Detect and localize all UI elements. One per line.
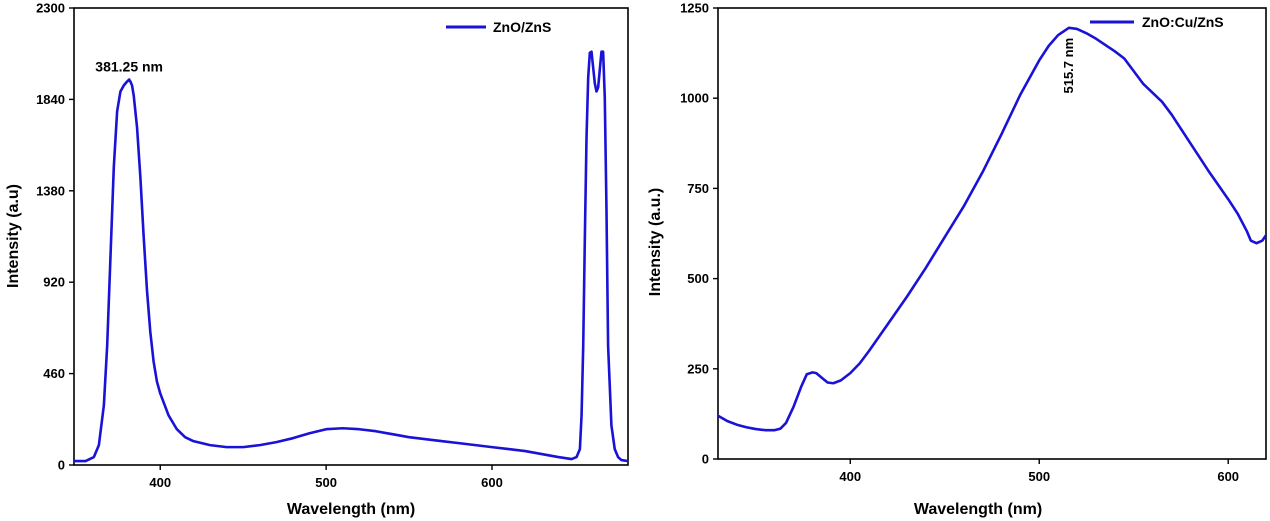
y-tick-label: 1380 <box>36 183 65 198</box>
y-axis-title: Intensity (a.u) <box>5 184 22 288</box>
x-tick-label: 500 <box>315 475 337 490</box>
y-axis-title: Intensity (a.u.) <box>647 188 664 296</box>
x-axis-title: Wavelength (nm) <box>287 501 415 518</box>
y-tick-label: 0 <box>702 452 709 467</box>
plot-frame <box>717 7 1267 460</box>
y-tick-label: 460 <box>43 366 65 381</box>
y-tick-label: 1250 <box>680 1 709 16</box>
legend-label: ZnO:Cu/ZnS <box>1142 14 1224 30</box>
x-tick-label: 600 <box>481 475 503 490</box>
series-line <box>74 50 628 463</box>
legend: ZnO:Cu/ZnS <box>1090 14 1224 30</box>
legend-label: ZnO/ZnS <box>493 19 551 35</box>
x-tick-label: 500 <box>1028 469 1050 484</box>
x-tick-label: 400 <box>839 469 861 484</box>
series-line <box>718 26 1266 432</box>
y-tick-label: 0 <box>58 458 65 473</box>
peak-annotation: 381.25 nm <box>95 59 163 75</box>
y-tick-label: 500 <box>687 271 709 286</box>
legend: ZnO/ZnS <box>446 19 551 35</box>
peak-annotation: 515.7 nm <box>1061 38 1076 94</box>
y-tick-label: 750 <box>687 181 709 196</box>
right-chart-panel: 0 250 500 750 1000 1250 400 500 600 Wavelength (n… <box>647 1 1267 518</box>
x-axis-title: Wavelength (nm) <box>914 501 1042 518</box>
y-tick-label: 2300 <box>36 1 65 16</box>
x-tick-label: 600 <box>1217 469 1239 484</box>
y-tick-label: 1000 <box>680 91 709 106</box>
y-tick-label: 250 <box>687 361 709 376</box>
y-tick-label: 1840 <box>36 92 65 107</box>
x-tick-label: 400 <box>149 475 171 490</box>
plot-frame <box>73 7 629 466</box>
left-chart-panel: 0 460 920 1380 1840 2300 400 500 600 Wavelength (… <box>5 1 629 518</box>
y-tick-label: 920 <box>43 275 65 290</box>
